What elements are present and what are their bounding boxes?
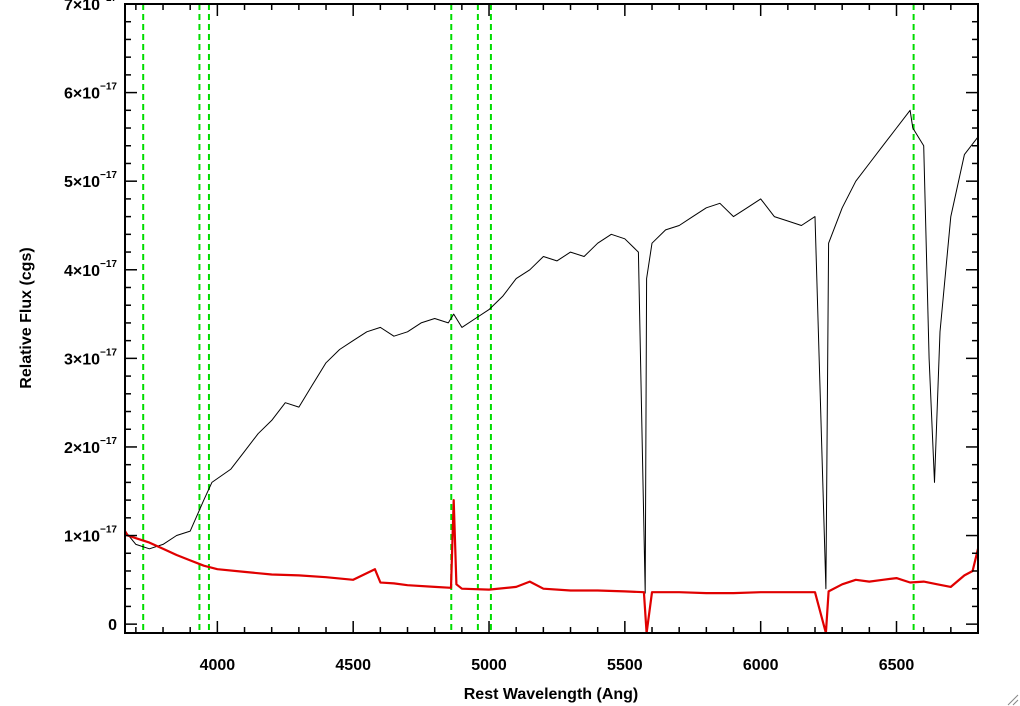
reference-lines <box>142 4 915 633</box>
x-tick-label: 5500 <box>607 657 643 674</box>
series-line-1 <box>125 499 978 633</box>
y-tick-label: 3×10−17 <box>64 347 117 368</box>
y-tick-label: 0 <box>108 617 117 634</box>
y-tick-label: 5×10−17 <box>64 170 117 191</box>
x-tick-label: 6000 <box>743 657 779 674</box>
series-line-0 <box>125 109 978 594</box>
axis-ticks <box>125 3 979 633</box>
y-tick-label: 6×10−17 <box>64 82 117 103</box>
y-tick-label: 1×10−17 <box>64 525 117 546</box>
x-tick-labels: 4000 4500 5000 5500 6000 6500 <box>200 657 915 674</box>
resize-grip-icon <box>1007 694 1019 706</box>
y-tick-label: 4×10−17 <box>64 259 117 280</box>
x-tick-label: 4500 <box>335 657 371 674</box>
x-axis-title: Rest Wavelength (Ang) <box>464 686 639 703</box>
plot-frame <box>124 3 979 634</box>
y-tick-label: 2×10−17 <box>64 436 117 457</box>
x-tick-label: 6500 <box>879 657 915 674</box>
y-tick-label: 7×10−17 <box>64 0 117 14</box>
x-tick-label: 4000 <box>200 657 236 674</box>
series-layer <box>125 109 978 633</box>
y-tick-labels: 0 1×10−17 2×10−17 3×10−17 4×10−17 5×10−17 6×10… <box>64 0 117 634</box>
x-tick-label: 5000 <box>471 657 507 674</box>
y-axis-title: Relative Flux (cgs) <box>18 247 35 388</box>
